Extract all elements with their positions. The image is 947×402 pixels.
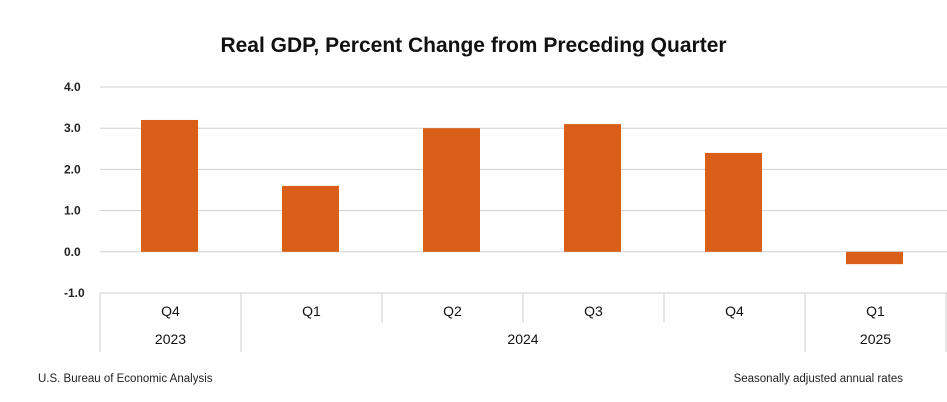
bar <box>282 185 339 252</box>
y-tick-label: -1.0 <box>64 286 85 300</box>
y-tick-label: 0.0 <box>64 245 81 259</box>
source-note: U.S. Bureau of Economic Analysis <box>38 373 213 385</box>
y-tick-label: 3.0 <box>64 121 81 135</box>
x-category-label: Q3 <box>584 303 603 319</box>
y-tick-label: 4.0 <box>64 80 81 94</box>
x-category-label: Q1 <box>302 303 321 319</box>
y-tick-label: 2.0 <box>64 162 81 176</box>
x-year-label: 2025 <box>860 331 891 347</box>
bar <box>705 152 762 252</box>
x-category-label: Q2 <box>443 303 462 319</box>
bar <box>564 124 621 252</box>
x-year-label: 2023 <box>155 331 186 347</box>
gridlines <box>100 86 947 294</box>
chart-title: Real GDP, Percent Change from Preceding … <box>220 34 727 57</box>
x-year-label: 2024 <box>507 331 538 347</box>
y-axis-tick-labels: 4.0 3.0 2.0 1.0 0.0 -1.0 <box>64 80 85 300</box>
x-category-label: Q1 <box>866 303 885 319</box>
x-axis: Q4 Q1 Q2 Q3 Q4 Q1 2023 2024 2025 <box>99 293 947 352</box>
y-tick-label: 1.0 <box>64 204 81 218</box>
rates-note: Seasonally adjusted annual rates <box>733 373 903 385</box>
x-category-label: Q4 <box>161 303 180 319</box>
bar <box>846 251 903 265</box>
bars <box>141 119 903 265</box>
x-category-label: Q4 <box>725 303 744 319</box>
bar <box>423 128 480 252</box>
bar <box>141 119 198 252</box>
